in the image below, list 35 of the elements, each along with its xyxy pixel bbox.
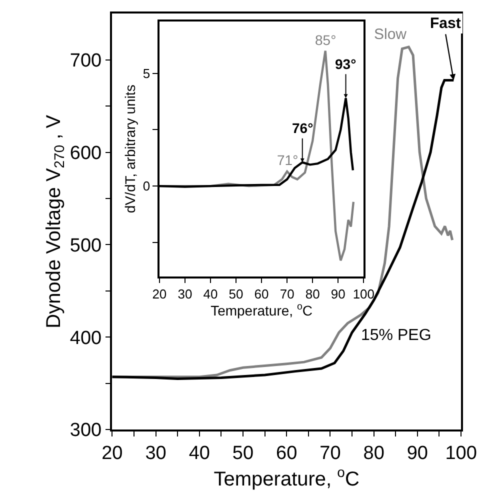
x-tick-label: 50	[228, 286, 244, 302]
x-tick-label: 100	[352, 286, 375, 302]
x-tick-label: 70	[320, 443, 341, 464]
x-tick-label: 80	[363, 443, 384, 464]
annotation: 76°	[292, 120, 314, 136]
annotation: 93°	[335, 56, 356, 72]
x-tick-label: 90	[330, 286, 346, 302]
y-axis-title: dV/dT, arbitrary units	[122, 84, 138, 214]
x-tick-label: 60	[276, 443, 298, 464]
y-tick-label: 5	[142, 66, 150, 81]
y-tick-label: 300	[70, 420, 102, 442]
x-tick-label: 30	[178, 286, 192, 302]
y-tick-label: 700	[70, 50, 102, 72]
x-tick-label: 50	[232, 443, 254, 464]
y-tick-label: 500	[70, 235, 102, 256]
annotation: 15% PEG	[361, 327, 432, 344]
x-tick-label: 40	[188, 443, 210, 464]
x-axis-title: Temperature, $^{o}$C	[214, 464, 360, 490]
x-tick-label: 80	[305, 286, 320, 302]
x-tick-label: 70	[280, 286, 294, 302]
annotation: 85°	[315, 32, 336, 48]
x-tick-label: 90	[406, 443, 428, 464]
annotation: 71°	[277, 152, 298, 168]
text: Fast	[430, 15, 461, 32]
x-tick-label: 30	[145, 443, 166, 464]
x-tick-label: 100	[445, 443, 477, 464]
x-tick-label: 40	[203, 286, 218, 302]
series-label: Slow	[374, 26, 407, 43]
x-tick-label: 20	[152, 286, 167, 302]
x-axis-title: Temperature, $^{o}$C	[210, 302, 313, 318]
y-tick-label: 0	[142, 178, 150, 194]
x-tick-label: 20	[102, 443, 123, 464]
y-tick-label: 600	[70, 142, 102, 164]
y-tick-label: 400	[70, 328, 102, 349]
x-tick-label: 60	[254, 286, 269, 302]
